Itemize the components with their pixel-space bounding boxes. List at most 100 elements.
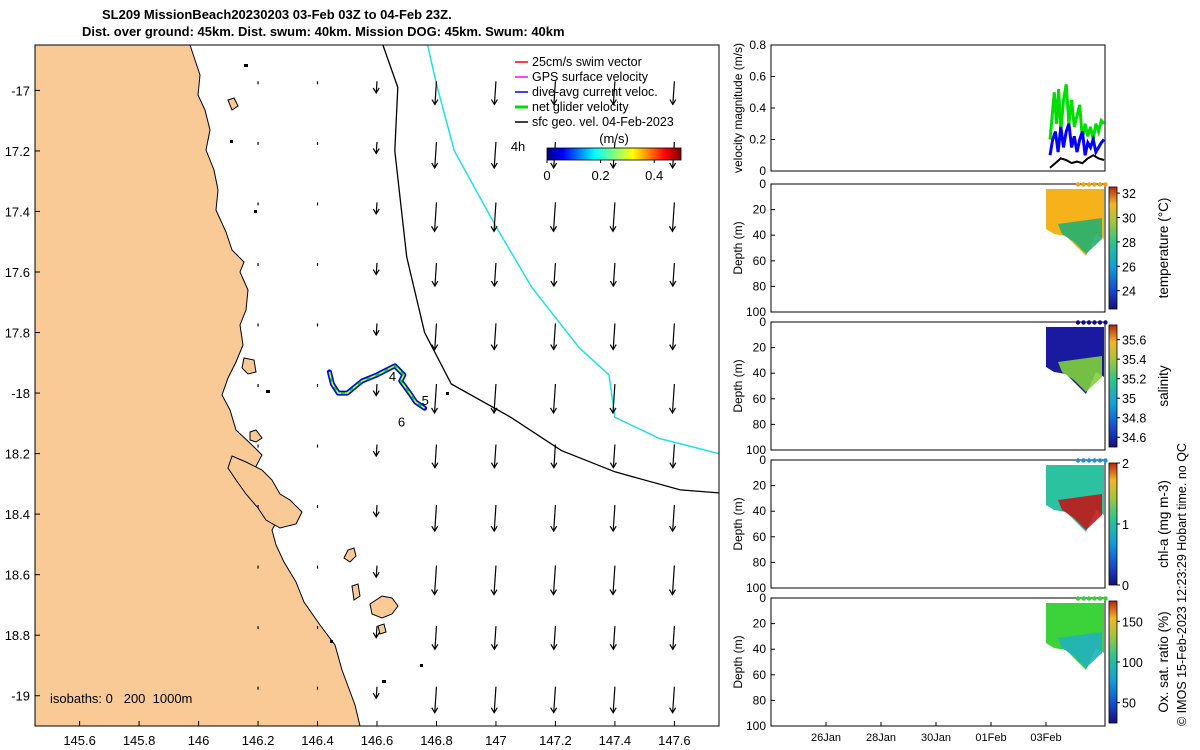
geo-velocity-arrow — [431, 383, 439, 415]
map-x-tick-label: 146.2 — [242, 733, 275, 748]
map-y-axis: -17 17.2 17.4 17.6 17.8 -18 18.2 18.4 18.6 18.8 -1… — [5, 83, 40, 704]
speed-colorbar-label: (m/s) — [599, 131, 629, 146]
geo-arrow-shaft — [672, 505, 675, 532]
legend-entry: sfc geo. vel. 04-Feb-2023 — [515, 115, 674, 129]
reef-dot — [420, 664, 423, 667]
geo-arrow-head — [668, 589, 676, 596]
geo-velocity-arrow — [431, 202, 439, 233]
geo-velocity-arrow — [372, 81, 380, 95]
profile-colorbar-tick-label: 1 — [1122, 518, 1129, 532]
geo-velocity-arrow — [431, 565, 439, 596]
time-axis: 26Jan 28Jan 30Jan 01Feb 03Feb — [811, 722, 1062, 744]
geo-velocity-arrow — [609, 444, 617, 469]
geo-velocity-arrow — [372, 323, 380, 337]
profile-colorbar-tick-label: 2 — [1122, 457, 1129, 471]
profile-y-tick-label: 0 — [759, 177, 766, 191]
velocity-panel: 0 0.2 0.4 0.6 0.8 velocity magnitude (m/s) — [731, 38, 1106, 178]
profile-y-tick-label: 100 — [746, 305, 766, 319]
profile-surface-marker — [1097, 458, 1103, 463]
geo-arrow-head — [609, 462, 617, 469]
geo-velocity-arrow — [550, 626, 558, 651]
profile-colorbar-tick-label: 26 — [1122, 260, 1136, 274]
geo-arrow-shaft — [612, 505, 616, 532]
time-tick-label: 28Jan — [866, 732, 896, 744]
isobath-1000m — [426, 45, 719, 455]
profile-surface-marker — [1103, 458, 1108, 463]
profile-colorbar-tick-label: 28 — [1122, 236, 1136, 250]
geo-arrow-shaft — [612, 444, 616, 468]
geo-velocity-arrow — [668, 202, 676, 233]
geo-arrow-head — [490, 589, 498, 596]
geo-velocity-arrow — [669, 444, 677, 469]
geo-arrow-head — [669, 280, 677, 288]
profile-colorbar-label: salinity — [1156, 365, 1171, 407]
map-y-tick-label: 18.4 — [5, 507, 30, 522]
australian-coastline-land — [35, 45, 361, 726]
geo-arrow-shaft — [672, 262, 675, 287]
profile-y-tick-label: 20 — [753, 479, 767, 493]
geo-arrow-shaft — [612, 565, 616, 595]
geo-arrow-head — [431, 280, 439, 288]
geo-velocity-arrow — [490, 323, 498, 351]
geo-velocity-arrow — [550, 444, 558, 469]
geo-arrow-shaft — [434, 323, 438, 350]
geo-arrow-head — [490, 344, 498, 351]
geo-arrow-head — [431, 707, 439, 714]
profile-colorbar-tick-label: 150 — [1122, 615, 1143, 629]
hinchinbrook-island — [227, 455, 303, 529]
geo-velocity-arrow — [609, 262, 617, 288]
track-label: 4h — [511, 139, 525, 154]
geo-arrow-shaft — [434, 81, 438, 105]
profile-surface-marker — [1081, 182, 1086, 187]
geo-arrow-shaft — [375, 626, 378, 638]
profile-colorbar-tick-label: 35.4 — [1122, 353, 1146, 367]
geo-arrow-shaft — [434, 626, 438, 650]
geo-arrow-head — [609, 280, 617, 288]
map-x-tick-label: 146.6 — [361, 733, 394, 748]
track-label: 5 — [422, 393, 429, 408]
time-tick-label: 01Feb — [975, 732, 1006, 744]
profile-y-tick-label: 0 — [759, 591, 766, 605]
geo-velocity-arrow — [549, 565, 558, 596]
geo-arrow-head — [431, 589, 439, 596]
map-y-tick-label: -18 — [11, 386, 30, 401]
geo-arrow-head — [431, 162, 439, 170]
geo-arrow-shaft — [434, 141, 438, 168]
geo-arrow-head — [550, 99, 558, 106]
profile-surface-marker — [1086, 596, 1092, 601]
profile-y-tick-label: 60 — [753, 392, 767, 406]
profile-y-tick-label: 40 — [753, 642, 767, 656]
geo-arrow-shaft — [375, 565, 378, 578]
geo-arrow-shaft — [375, 141, 378, 154]
speed-colorbar-ticks: 0 0.2 0.4 — [543, 160, 663, 183]
geo-velocity-arrow — [550, 81, 558, 106]
map-x-tick-label: 145.8 — [123, 733, 156, 748]
geo-arrow-head — [609, 226, 617, 233]
oxygen-panel: 0 20 40 60 80 100 Depth (m) 50 100 150 Ox. sat. ra… — [731, 591, 1171, 733]
geo-arrow-head — [490, 226, 498, 233]
profile-colorbar — [1108, 462, 1118, 586]
profile-surface-marker — [1081, 596, 1086, 601]
legend-entry: GPS surface velocity — [515, 70, 649, 84]
profile-colorbar — [1108, 600, 1118, 724]
reef-dot — [446, 392, 449, 395]
geo-arrow-shaft — [671, 565, 675, 595]
geo-velocity-arrow — [490, 141, 498, 170]
geo-arrow-head — [669, 344, 677, 351]
profile-surface-marker — [1092, 458, 1097, 463]
velocity-y-tick-label: 0.4 — [749, 101, 766, 115]
isobath-200m — [382, 45, 719, 494]
legend-label: sfc geo. vel. 04-Feb-2023 — [532, 115, 674, 129]
geo-velocity-arrow — [669, 505, 677, 533]
profile-surface-marker — [1081, 458, 1086, 463]
profile-colorbar-label: Ox. sat. ratio (%) — [1156, 611, 1171, 712]
velocity-y-tick-label: 0.8 — [749, 38, 766, 52]
geo-arrow-head — [431, 99, 439, 106]
geo-velocity-arrow — [669, 686, 677, 714]
map-x-tick-label: 147.6 — [658, 733, 691, 748]
profile-y-label: Depth (m) — [731, 497, 745, 550]
geo-velocity-arrow — [431, 686, 439, 714]
profile-colorbar-tick-label: 30 — [1122, 212, 1136, 226]
geo-velocity-arrow — [550, 505, 558, 533]
geo-arrow-head — [372, 390, 380, 397]
